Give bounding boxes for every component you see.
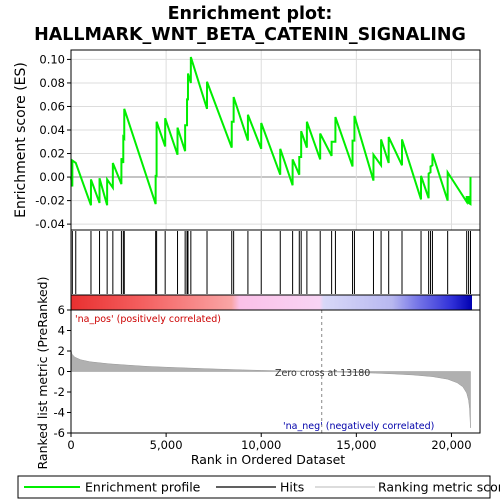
neg-correlated-label: 'na_neg' (negatively correlated)	[283, 421, 434, 432]
metric-y-tick-label: -2	[54, 385, 65, 399]
metric-panel-frame	[70, 309, 481, 434]
x-tick-label: 0	[67, 438, 74, 452]
pos-correlated-label: 'na_pos' (positively correlated)	[75, 314, 221, 325]
metric-y-ticks: 6 4 2 0 -2 -4 -6	[54, 303, 71, 440]
enrichment-profile-line	[70, 56, 472, 206]
hits-panel-frame	[70, 229, 481, 296]
es-y-axis-label: Enrichment score (ES)	[13, 62, 29, 218]
x-tick-label: 15,000	[336, 438, 376, 452]
es-y-tick-label: 0.04	[39, 123, 65, 137]
metric-y-axis-label: Ranked list metric (PreRanked)	[35, 277, 50, 470]
x-ticks: 0 5,000 10,000 15,000 20,000	[67, 433, 472, 452]
metric-y-tick-label: -4	[54, 406, 65, 420]
es-y-tick-label: 0.06	[39, 99, 65, 113]
es-y-tick-label: 0.10	[39, 52, 65, 66]
es-y-tick-label: 0.00	[39, 170, 65, 184]
es-y-tick-label: -0.04	[35, 217, 65, 231]
metric-y-tick-label: 0	[58, 365, 65, 379]
x-tick-label: 20,000	[431, 438, 471, 452]
es-y-tick-label: 0.02	[39, 147, 65, 161]
chart-title-line2: HALLMARK_WNT_BETA_CATENIN_SIGNALING	[34, 25, 466, 45]
metric-panel: 6 4 2 0 -2 -4 -6 'na_pos' (positively correlat…	[54, 303, 481, 440]
hits-panel	[70, 229, 481, 296]
metric-y-tick-label: 2	[58, 344, 65, 358]
es-y-tick-label: 0.08	[39, 76, 65, 90]
legend-profile-label: Enrichment profile	[85, 480, 201, 495]
zero-cross-label: Zero cross at 13180	[275, 368, 370, 379]
legend-hits-label: Hits	[280, 480, 304, 495]
ranking-metric-area	[70, 348, 471, 428]
es-panel: -0.04 -0.02 0.00 0.02 0.04 0.06 0.08 0.10	[35, 49, 481, 231]
hit-lines	[71, 231, 471, 294]
es-y-tick-label: -0.02	[35, 194, 65, 208]
legend-metric-label: Ranking metric scores	[378, 480, 500, 495]
chart-title-line1: Enrichment plot:	[168, 4, 333, 24]
metric-y-tick-label: 4	[58, 324, 65, 338]
es-grid	[70, 50, 480, 230]
es-panel-background	[71, 50, 480, 230]
x-tick-label: 10,000	[241, 438, 281, 452]
rank-color-gradient	[71, 295, 472, 310]
x-axis-label: Rank in Ordered Dataset	[191, 452, 345, 467]
metric-y-tick-label: -6	[54, 426, 65, 440]
rank-color-bar	[70, 294, 481, 311]
x-tick-label: 5,000	[150, 438, 183, 452]
metric-y-tick-label: 6	[58, 303, 65, 317]
legend: Enrichment profile Hits Ranking metric s…	[17, 475, 500, 499]
es-y-ticks: -0.04 -0.02 0.00 0.02 0.04 0.06 0.08 0.10	[35, 52, 71, 231]
